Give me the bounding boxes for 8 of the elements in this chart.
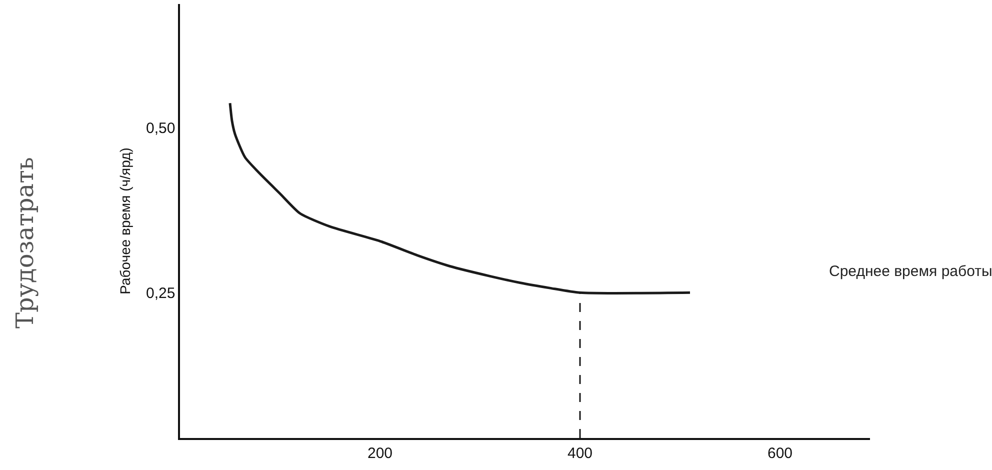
y-tick-label: 0,50 [146, 120, 176, 137]
text: Трудозатрать [11, 157, 40, 328]
x-tick-label: 400 [567, 444, 593, 462]
annotation: Среднее время работы [829, 263, 992, 280]
y-tick-label: 0,25 [146, 284, 176, 302]
x-tick-label: 200 [367, 444, 393, 462]
x-tick-label: 600 [767, 444, 793, 462]
y-axis-title: Рабочее время (ч/ярд) [117, 148, 134, 294]
